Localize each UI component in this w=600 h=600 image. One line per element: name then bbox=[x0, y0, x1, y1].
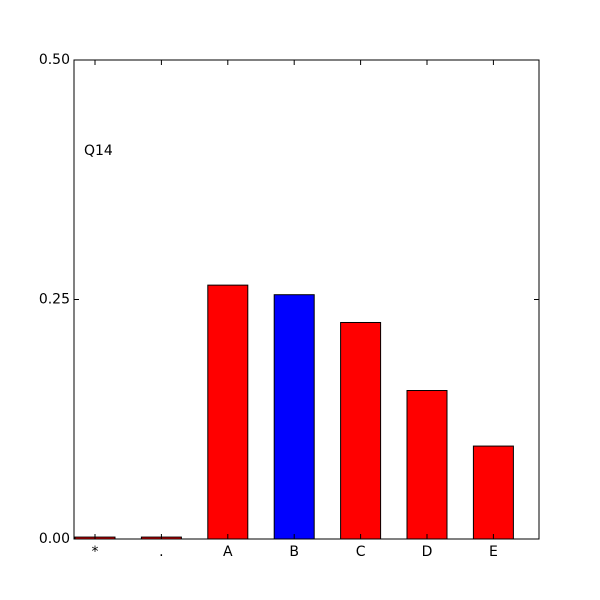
bar bbox=[472, 445, 514, 540]
y-tick-label: 0.25 bbox=[39, 292, 70, 308]
x-tick-label: B bbox=[289, 544, 299, 560]
plot-frame bbox=[73, 59, 540, 540]
x-tick-label: E bbox=[489, 544, 498, 560]
bar bbox=[406, 390, 448, 540]
y-tick-label: 0.00 bbox=[39, 531, 70, 547]
bar bbox=[273, 294, 315, 540]
bar bbox=[340, 321, 382, 540]
annotation: Q14 bbox=[84, 143, 113, 159]
x-tick-label: A bbox=[223, 544, 233, 560]
x-tick-label: * bbox=[92, 544, 99, 560]
bar bbox=[207, 284, 249, 540]
x-tick-label: C bbox=[356, 544, 366, 560]
x-tick-label: D bbox=[422, 544, 433, 560]
y-tick-label: 0.50 bbox=[39, 52, 70, 68]
x-tick-label: . bbox=[159, 544, 163, 560]
